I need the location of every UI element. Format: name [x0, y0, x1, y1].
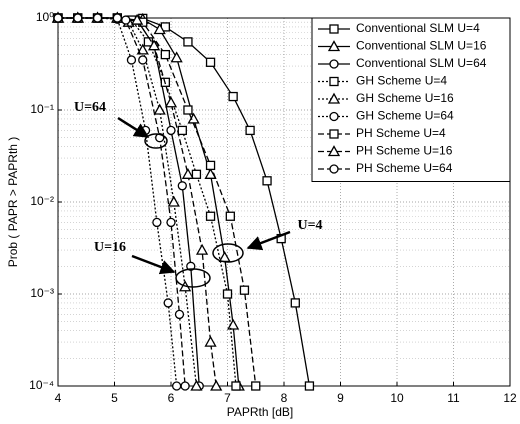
x-tick-label: 5 — [111, 391, 118, 405]
legend-label: Conventional SLM U=4 — [356, 21, 480, 35]
legend-marker — [329, 164, 339, 174]
marker — [174, 309, 185, 320]
legend-label: GH Scheme U=16 — [356, 91, 454, 105]
legend-marker — [327, 40, 341, 52]
legend-label: PH Scheme U=4 — [356, 126, 446, 140]
marker — [183, 105, 193, 115]
marker — [205, 57, 216, 67]
legend-marker — [327, 145, 341, 157]
y-tick-label: 10⁻¹ — [30, 102, 54, 116]
annotation-arrow — [131, 254, 176, 275]
marker — [153, 23, 166, 35]
legend-marker — [329, 59, 339, 69]
marker — [136, 43, 149, 55]
marker — [170, 51, 183, 63]
y-tick-label: 10⁻³ — [30, 286, 54, 300]
annotation-arrow — [246, 230, 291, 251]
marker — [239, 285, 250, 295]
marker — [181, 167, 195, 179]
marker — [73, 13, 83, 23]
marker — [262, 176, 272, 186]
marker — [126, 55, 137, 65]
annotation-ellipse — [175, 268, 211, 288]
x-tick-label: 10 — [390, 391, 404, 405]
series-line — [58, 17, 178, 387]
y-tick-label: 10⁻² — [30, 194, 54, 208]
series-line — [58, 17, 186, 387]
marker — [153, 103, 166, 115]
y-axis-label: Prob ( PAPR > PAPRth ) — [6, 137, 20, 268]
marker — [191, 169, 202, 179]
marker — [167, 195, 180, 207]
marker — [195, 243, 209, 255]
x-tick-label: 12 — [503, 391, 517, 405]
marker — [160, 49, 171, 60]
x-tick-label: 9 — [337, 391, 344, 405]
marker — [180, 381, 190, 391]
x-tick-label: 11 — [447, 391, 460, 405]
x-tick-label: 7 — [224, 391, 231, 405]
marker — [53, 13, 63, 23]
marker — [231, 381, 241, 391]
x-tick-label: 4 — [55, 391, 62, 405]
marker — [225, 211, 235, 221]
legend-marker — [329, 129, 339, 139]
marker — [138, 55, 148, 65]
marker — [205, 211, 216, 221]
marker — [171, 381, 182, 391]
marker — [130, 13, 144, 25]
legend-label: PH Scheme U=16 — [356, 144, 453, 158]
marker — [222, 289, 233, 299]
legend-label: GH Scheme U=64 — [356, 109, 454, 123]
marker — [177, 181, 187, 191]
legend-label: PH Scheme U=64 — [356, 161, 453, 175]
annotation: U=16 — [94, 240, 126, 255]
plot-frame — [57, 17, 511, 387]
marker — [204, 335, 217, 347]
y-tick-label: 10⁻⁴ — [29, 378, 54, 392]
legend-marker — [329, 76, 339, 87]
marker — [210, 379, 223, 391]
marker — [92, 13, 103, 23]
marker — [245, 125, 255, 136]
annotation-arrow — [117, 116, 150, 139]
marker — [147, 39, 161, 51]
marker — [304, 381, 315, 391]
marker — [177, 125, 187, 136]
marker — [204, 167, 217, 179]
marker — [152, 217, 162, 228]
x-axis-label: PAPRth [dB] — [227, 405, 293, 419]
legend-label: Conventional SLM U=64 — [356, 56, 487, 70]
legend-label: GH Scheme U=4 — [356, 74, 447, 88]
legend-marker — [329, 111, 339, 122]
annotation: U=4 — [297, 218, 322, 233]
x-tick-label: 6 — [168, 391, 175, 405]
legend-marker — [329, 24, 339, 34]
marker — [164, 96, 178, 108]
marker — [121, 15, 131, 25]
marker — [205, 160, 216, 171]
legend-label: Conventional SLM U=16 — [356, 39, 487, 53]
marker — [163, 298, 173, 308]
marker — [290, 298, 300, 308]
marker — [166, 125, 176, 136]
legend: Conventional SLM U=4 Conventional SLM U=1… — [311, 17, 511, 182]
marker — [112, 13, 122, 23]
legend-box — [311, 17, 511, 182]
marker — [166, 217, 176, 228]
legend-marker — [327, 92, 341, 104]
marker — [228, 91, 238, 102]
marker — [190, 379, 203, 391]
annotation-ellipse — [212, 243, 244, 263]
x-tick-label: 8 — [281, 391, 288, 405]
annotation: U=64 — [74, 100, 106, 115]
y-tick-label: 10⁰ — [36, 10, 54, 24]
marker — [183, 37, 193, 47]
annotation-ellipse — [144, 133, 168, 149]
marker — [251, 381, 261, 391]
